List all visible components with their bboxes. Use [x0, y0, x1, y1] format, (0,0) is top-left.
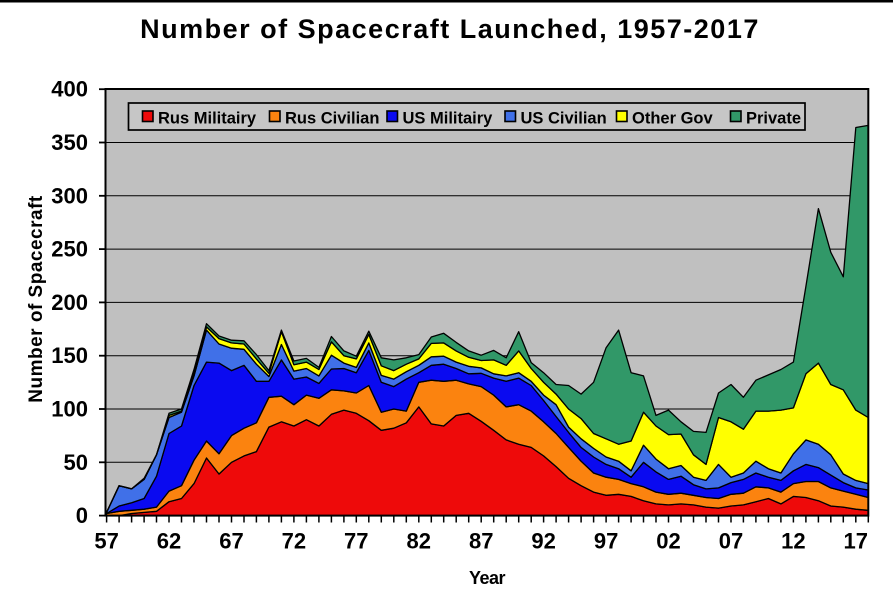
svg-text:Rus Civilian: Rus Civilian — [285, 110, 379, 128]
svg-text:Number of Spacecraft Launched,: Number of Spacecraft Launched, 1957-2017 — [140, 14, 760, 44]
svg-text:82: 82 — [407, 529, 431, 554]
svg-text:92: 92 — [531, 529, 555, 554]
svg-text:07: 07 — [719, 529, 743, 554]
svg-text:12: 12 — [781, 529, 805, 554]
svg-text:Other Gov: Other Gov — [632, 110, 714, 128]
svg-text:100: 100 — [51, 397, 88, 422]
svg-text:US Militairy: US Militairy — [403, 110, 494, 128]
svg-text:250: 250 — [51, 237, 88, 262]
svg-text:300: 300 — [51, 183, 88, 208]
svg-text:97: 97 — [594, 529, 618, 554]
svg-text:Private: Private — [746, 110, 801, 128]
svg-text:02: 02 — [656, 529, 680, 554]
svg-text:0: 0 — [76, 503, 88, 528]
svg-text:57: 57 — [94, 529, 118, 554]
svg-text:Number of Spacecraft: Number of Spacecraft — [26, 195, 47, 403]
svg-text:17: 17 — [844, 529, 868, 554]
svg-text:67: 67 — [219, 529, 243, 554]
svg-text:Year: Year — [469, 568, 506, 588]
svg-text:77: 77 — [344, 529, 368, 554]
svg-text:62: 62 — [157, 529, 181, 554]
svg-text:200: 200 — [51, 290, 88, 315]
svg-text:350: 350 — [51, 130, 88, 155]
svg-text:Rus Militairy: Rus Militairy — [158, 110, 257, 128]
svg-text:150: 150 — [51, 343, 88, 368]
svg-text:US Civilian: US Civilian — [521, 110, 607, 128]
svg-text:87: 87 — [469, 529, 493, 554]
svg-text:50: 50 — [64, 450, 88, 475]
svg-text:72: 72 — [282, 529, 306, 554]
svg-text:400: 400 — [51, 77, 88, 102]
